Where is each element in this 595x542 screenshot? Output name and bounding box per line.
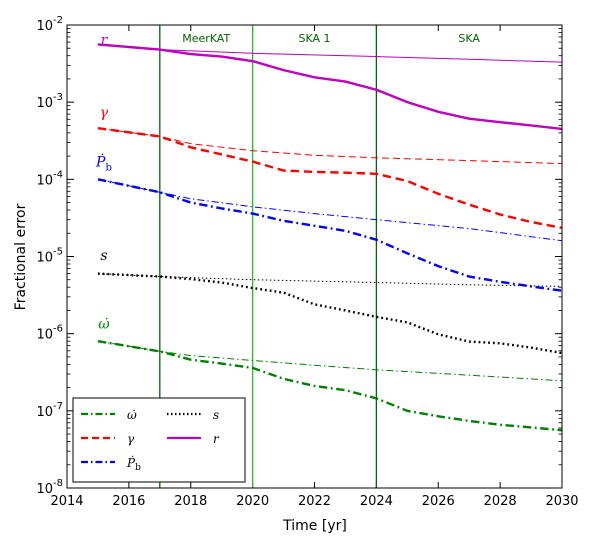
y-tick-label: 10-2 [36,15,63,34]
x-axis-title: Time [yr] [282,518,347,534]
y-tick-label: 10-7 [36,401,63,420]
y-tick-label: 10-6 [36,324,63,343]
region-label: SKA 1 [298,32,330,45]
series-group [97,43,562,432]
y-tick-label: 10-8 [36,478,63,497]
x-tick-label: 2030 [545,494,578,509]
y-tick-label: 10-3 [36,92,63,111]
region-label: MeerKAT [182,32,230,45]
legend-label-gamma: γ [127,432,135,446]
x-tick-label: 2014 [50,494,83,509]
x-tick-label: 2022 [298,494,331,509]
region-label: SKA [458,32,480,45]
series-r-thick-line [97,43,562,131]
legend-box [72,397,246,483]
series-omdot-curve-label: ω̇ [98,317,110,333]
legend-label-omdot: ω̇ [127,408,137,422]
y-tick-label: 10-5 [36,247,63,266]
series-omdot-thick-line [97,339,562,432]
series-pbdot-thick-line [97,178,562,292]
plot-frame [66,24,563,489]
series-r-curve-label: r [101,32,109,48]
y-tick-label: 10-4 [36,169,63,188]
x-tick-label: 2016 [112,494,145,509]
x-tick-label: 2026 [422,494,455,509]
series-gamma-thick-line [97,127,562,230]
series-pbdot-thin-line [97,178,562,242]
x-tick-label: 2028 [484,494,517,509]
y-axis-title: Fractional error [13,203,29,310]
legend-label-s: s [213,408,219,422]
series-gamma-curve-label: γ [100,105,109,121]
series-s-thick-line [97,272,562,355]
legend-label-r: r [213,432,220,446]
x-tick-label: 2018 [174,494,207,509]
series-s-curve-label: s [100,248,107,264]
x-tick-label: 2020 [236,494,269,509]
x-tick-label: 2024 [360,494,393,509]
series-s-thin-line [97,273,562,287]
